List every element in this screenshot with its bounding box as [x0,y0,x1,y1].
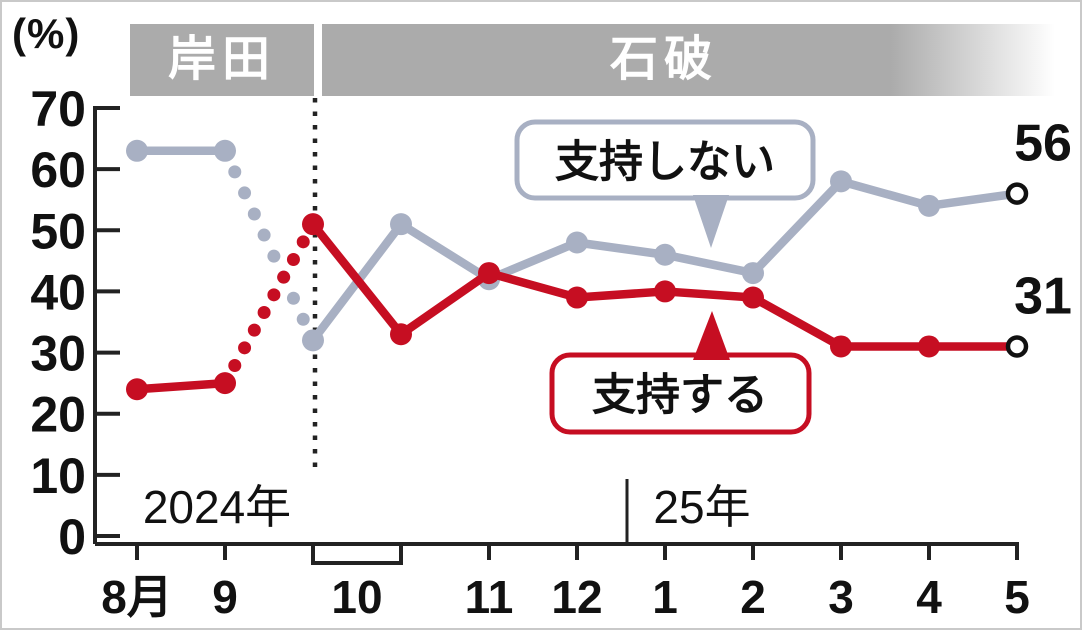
data-point [390,213,412,236]
latest-point-open-circle [1005,335,1029,358]
period-bar-ishiba: 石破 [322,24,1070,96]
data-point [478,262,500,285]
transition-dot [228,165,242,179]
data-point [214,372,236,395]
transition-dot [277,270,291,284]
callout-pointer [693,311,730,360]
transition-dot [286,252,300,266]
data-point [390,323,412,346]
transition-dot [247,323,261,337]
callout-label: 支持しない [555,138,775,187]
latest-point-open-circle [1005,182,1029,205]
x-tick-bracket-october [311,544,403,565]
x-tick-label: 3 [828,571,854,623]
data-point [566,231,588,254]
x-tick-label: 9 [212,571,238,623]
x-tick-label: 5 [1004,571,1030,623]
data-point [566,286,588,309]
transition-dot [257,305,271,319]
period-bar-kishida: 岸田 [130,24,314,96]
transition-dot [238,341,252,355]
data-point [918,194,940,217]
y-tick-label: 70 [30,81,86,137]
transition-dot [247,207,261,221]
x-tick-label: 1 [652,571,678,623]
transition-dot [296,312,310,326]
y-axis-unit-label: (%) [12,10,81,57]
transition-dot [257,228,271,242]
y-tick-label: 10 [30,448,86,504]
year-label-2024: 2024年 [143,481,291,533]
y-tick-label: 50 [30,203,86,259]
transition-dot [267,288,281,302]
data-point [742,286,764,309]
y-tick-label: 20 [30,387,86,443]
latest-value-label: 31 [1014,267,1072,325]
data-point [302,213,324,236]
x-tick-label: 2 [740,571,766,623]
data-point [214,139,236,162]
transition-dot [238,186,252,200]
x-tick-label: 4 [916,571,942,623]
transition-dot [296,235,310,249]
y-tick-label: 40 [30,264,86,320]
data-point [126,378,148,401]
x-tick-label: 10 [331,571,382,623]
transition-dot [267,249,281,263]
year-label-25: 25年 [653,481,750,533]
callout-box [549,352,812,435]
callout-box [514,119,816,201]
x-tick-label: 11 [465,571,514,623]
period-bar-kishida-label: 岸田 [167,33,276,86]
latest-value-label: 56 [1014,115,1072,173]
data-point [126,139,148,162]
data-point [918,335,940,358]
x-tick-label: 8月 [101,571,173,623]
data-point [654,280,676,303]
data-point [302,329,324,352]
data-point [830,335,852,358]
data-point [830,170,852,193]
y-tick-label: 60 [30,142,86,198]
callout-label: 支持する [592,371,768,420]
callout-pointer [693,195,729,248]
series-line-head [132,378,230,394]
transition-dot [228,358,242,372]
y-tick-label: 30 [30,326,86,382]
period-bar-ishiba-label: 石破 [609,33,718,86]
transition-dot [286,291,300,305]
y-tick-label: 0 [58,509,86,565]
data-point [742,262,764,285]
data-point [654,243,676,266]
x-tick-label: 12 [551,571,602,623]
